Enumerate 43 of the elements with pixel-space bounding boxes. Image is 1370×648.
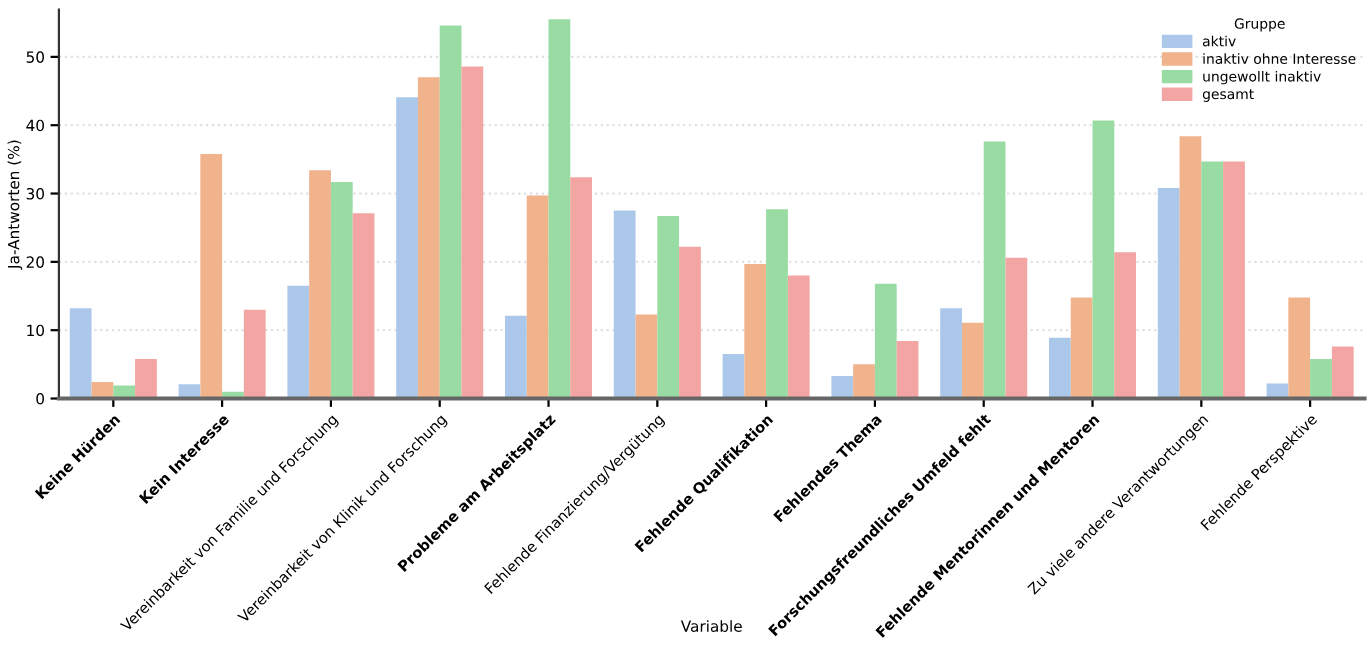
bar bbox=[613, 210, 636, 399]
bar bbox=[1201, 161, 1224, 399]
bar bbox=[961, 322, 984, 399]
bar bbox=[1288, 297, 1311, 399]
bar bbox=[657, 216, 680, 399]
bar bbox=[1070, 297, 1093, 399]
bar bbox=[439, 25, 462, 399]
bar bbox=[461, 66, 484, 399]
bar bbox=[787, 275, 810, 399]
bar bbox=[287, 285, 310, 399]
bar bbox=[1005, 257, 1028, 399]
bar bbox=[1223, 161, 1245, 399]
bar bbox=[504, 315, 527, 399]
bar bbox=[1310, 358, 1332, 399]
bar bbox=[396, 97, 418, 399]
bar bbox=[874, 283, 897, 399]
bar bbox=[548, 19, 571, 399]
bar bbox=[1092, 120, 1115, 399]
bar bbox=[1049, 337, 1071, 399]
bar bbox=[679, 246, 701, 399]
bar bbox=[766, 209, 788, 399]
bar bbox=[309, 170, 331, 399]
bar bbox=[896, 341, 919, 399]
bar bbox=[635, 314, 658, 399]
bar bbox=[831, 375, 854, 399]
bar bbox=[200, 153, 223, 399]
bar bbox=[983, 141, 1006, 399]
bar bbox=[1157, 188, 1180, 399]
bar bbox=[526, 195, 549, 399]
bar bbox=[570, 177, 593, 399]
bar bbox=[330, 181, 353, 399]
bar bbox=[352, 213, 375, 399]
bar bbox=[722, 354, 745, 399]
bar bbox=[853, 364, 875, 399]
bar bbox=[417, 77, 440, 399]
bar bbox=[744, 263, 767, 399]
bar bbox=[69, 308, 92, 399]
bar bbox=[243, 309, 266, 399]
bar bbox=[1179, 136, 1202, 399]
bar bbox=[135, 358, 157, 399]
bar bbox=[940, 308, 962, 399]
bar bbox=[1114, 252, 1137, 399]
bar bbox=[1331, 346, 1354, 399]
